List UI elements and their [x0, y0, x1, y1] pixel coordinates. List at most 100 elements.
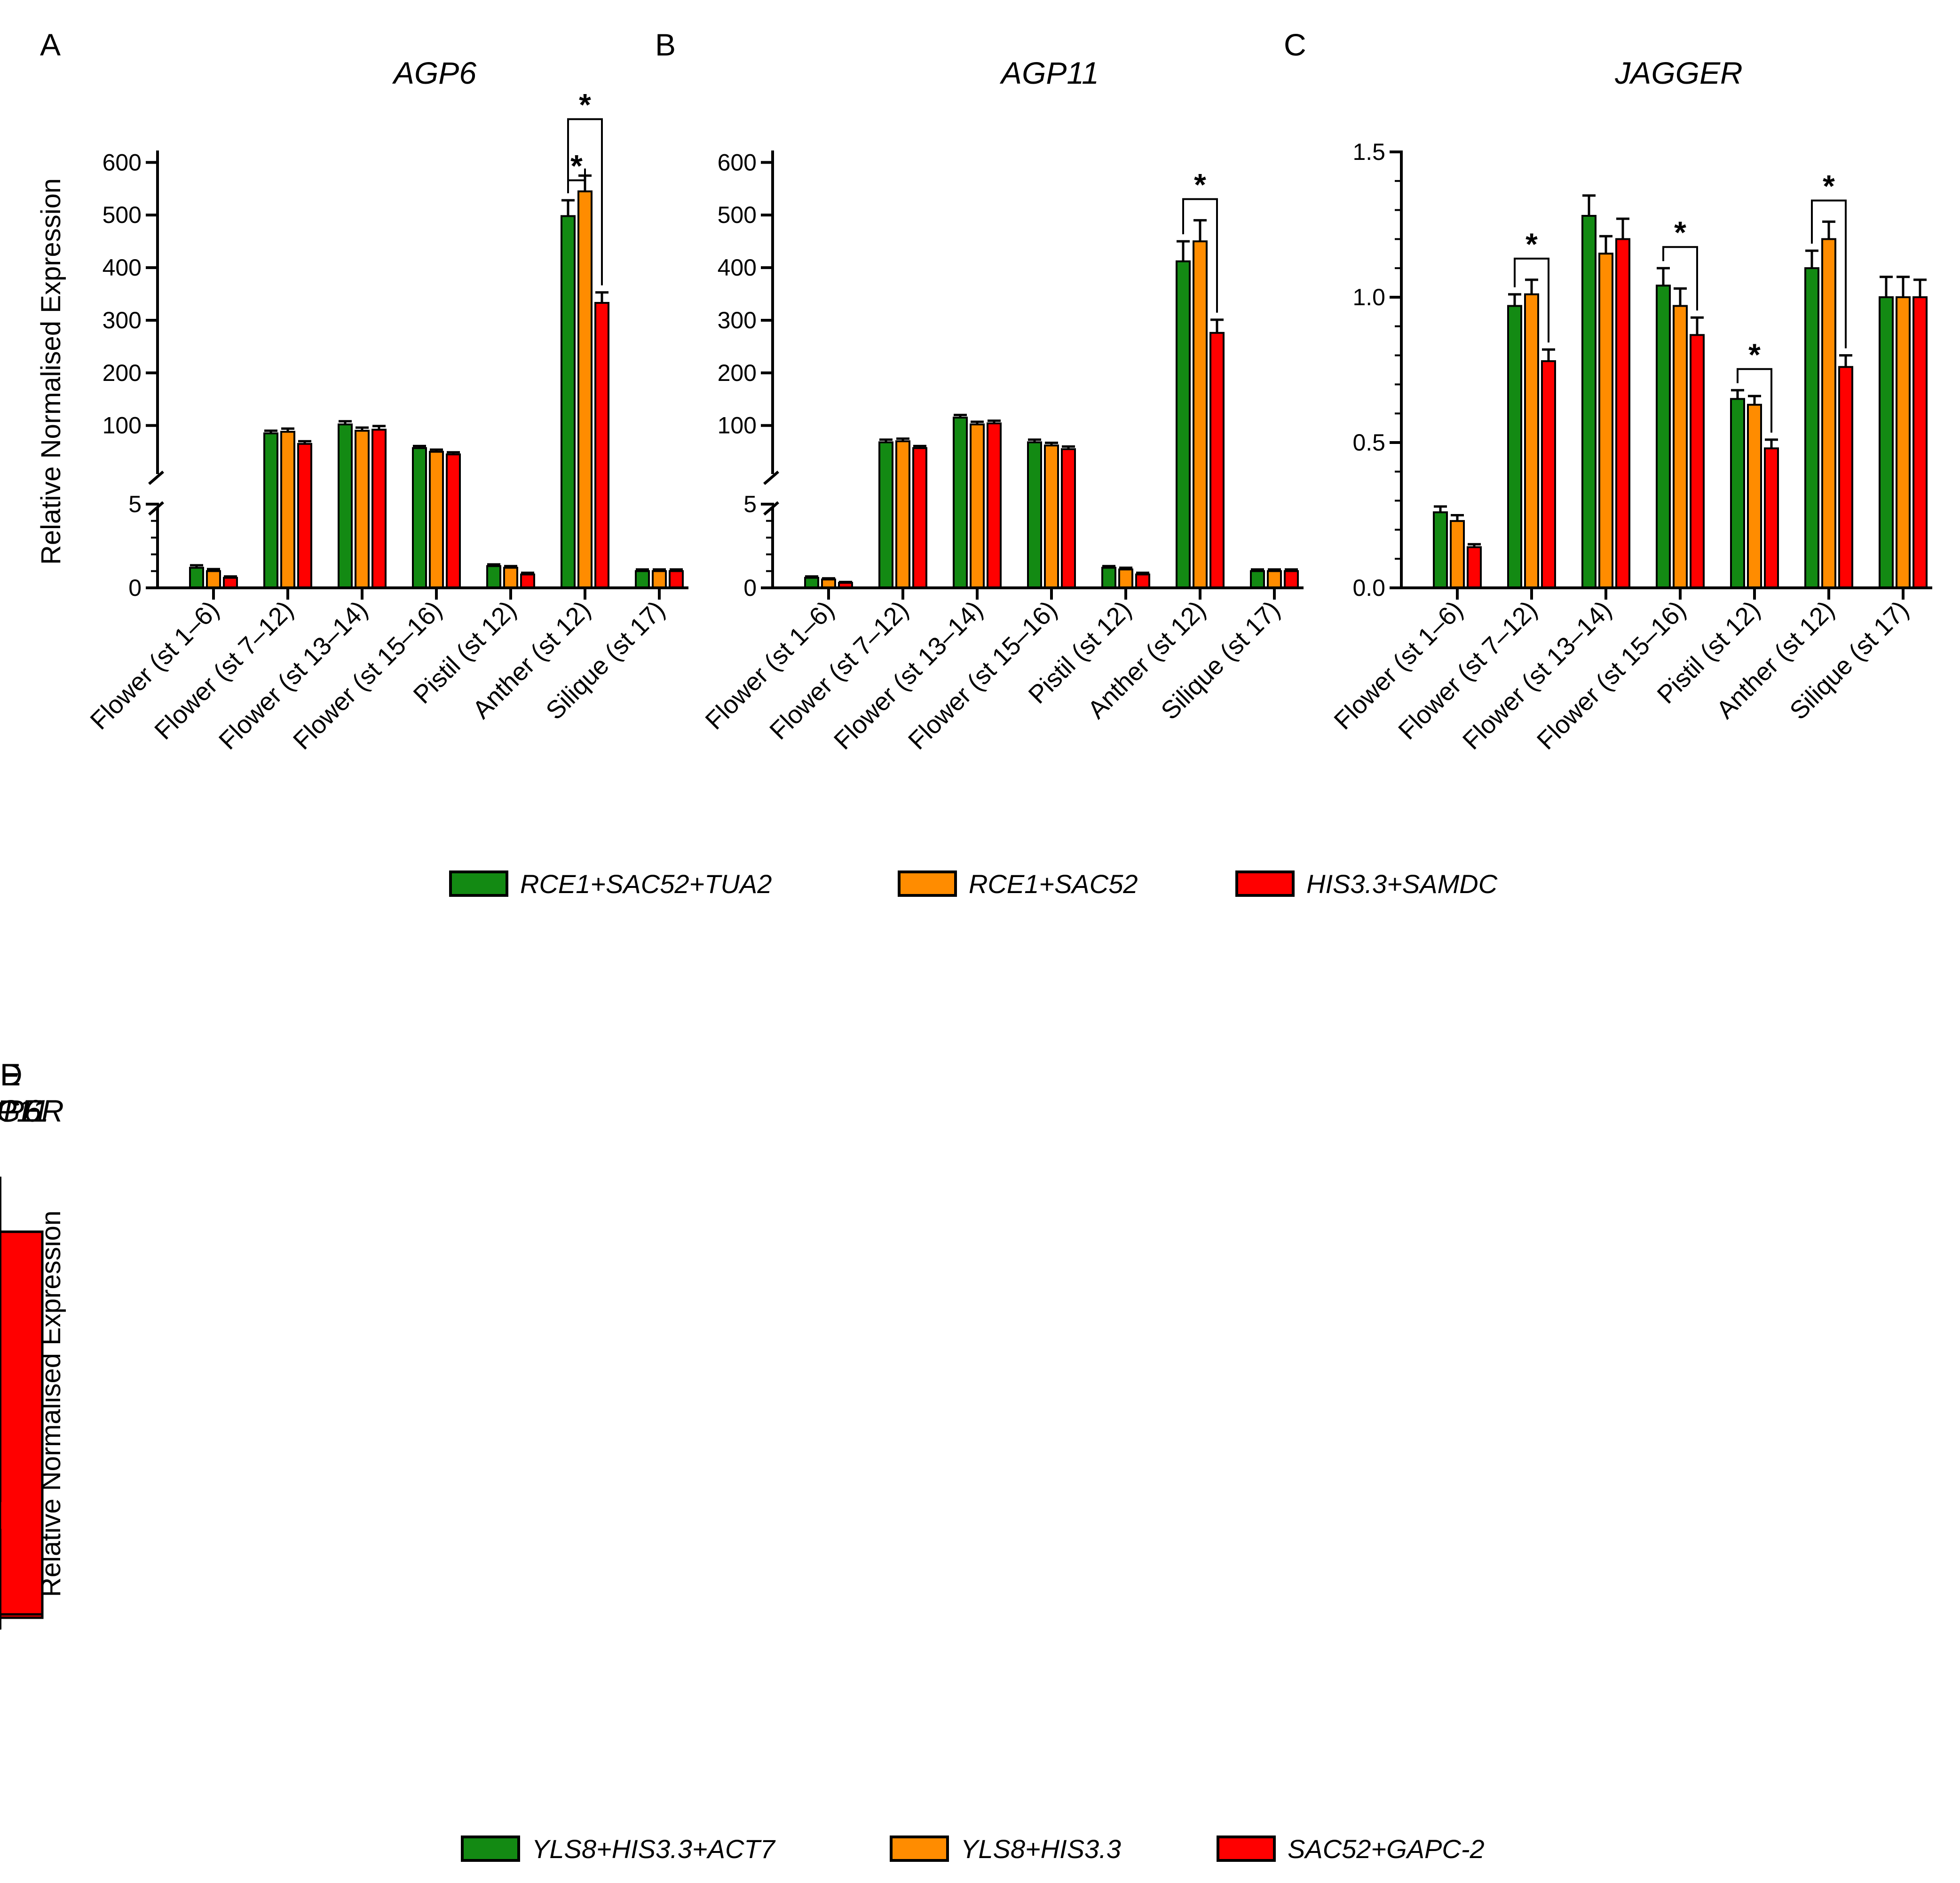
bar	[1118, 568, 1133, 589]
y-tick-label: 200	[103, 360, 142, 386]
y-tick-label: 1.5	[1352, 139, 1385, 165]
x-tick-label: Flower (st 1–6)	[1328, 595, 1468, 735]
bar	[0, 1613, 44, 1619]
significance-star: *	[1525, 227, 1538, 261]
bar	[1507, 305, 1522, 589]
y-tick-label: 1.0	[1352, 284, 1385, 310]
y-tick-label: 5	[128, 491, 142, 517]
bar	[635, 570, 650, 589]
significance-bracket	[1737, 368, 1772, 433]
bar	[1433, 511, 1448, 589]
bar	[1913, 296, 1928, 589]
significance-bracket	[1182, 198, 1218, 313]
bar	[280, 431, 295, 589]
bar	[1804, 267, 1819, 589]
bar	[1656, 285, 1671, 589]
y-tick-label: 300	[718, 307, 757, 333]
legend-label: HIS3.3+SAMDC	[1306, 869, 1498, 899]
bar	[263, 432, 278, 589]
bar	[953, 416, 968, 589]
panel-title: JAGGER	[0, 1093, 64, 1128]
bar	[1193, 240, 1208, 589]
legend-label: SAC52+GAPC-2	[1288, 1834, 1485, 1864]
legend-swatch	[898, 870, 957, 897]
panel-B: 0 5 100 200 300 400 500 600 Flower (st 1–6)Flowe…	[655, 27, 1304, 755]
panel-C: 0.0 0.5 1.0 1.5 Flower (st 1–6)Flower (st 7–…	[1284, 27, 1932, 755]
panel-letter: F	[0, 1057, 19, 1092]
bar	[429, 451, 444, 589]
y-tick-label: 5	[743, 491, 757, 517]
y-tick-label: 0	[743, 575, 757, 601]
bar	[371, 428, 387, 589]
top-legend: RCE1+SAC52+TUA2 RCE1+SAC52 HIS3.3+SAMDC	[449, 869, 1498, 899]
bar	[804, 577, 819, 589]
axis-break-mark	[148, 470, 164, 485]
bar	[1450, 520, 1465, 589]
panel-letter: E	[0, 1057, 21, 1092]
bar	[486, 565, 501, 589]
x-tick-label: Flower (st 7–12)	[149, 595, 299, 745]
bar	[669, 570, 684, 589]
panel-title: AGP11	[0, 1093, 49, 1128]
axis-break-mark	[763, 501, 779, 516]
y-tick-label: 600	[718, 149, 757, 175]
bar	[1250, 570, 1265, 589]
panel-letter: A	[40, 27, 61, 62]
y-tick-label: 300	[103, 307, 142, 333]
x-tick-label: Flower (st 1–6)	[85, 595, 224, 735]
y-tick-label: 500	[718, 202, 757, 228]
significance-bracket	[567, 118, 603, 285]
x-tick-label: Flower (st 7–12)	[1393, 595, 1542, 745]
panel-letter: D	[0, 1057, 23, 1092]
significance-star: *	[1823, 168, 1835, 203]
bar	[1541, 360, 1556, 589]
significance-bracket	[1662, 246, 1698, 311]
panel-A: 0 5 100 200 300 400 500 600 Flower (st 1–6)Flowe…	[36, 27, 688, 755]
bar	[652, 570, 667, 589]
axis-break-mark	[148, 501, 164, 516]
y-tick-label: 400	[718, 254, 757, 281]
bar	[1524, 293, 1539, 589]
bar	[206, 570, 221, 589]
y-tick-label: 0	[128, 575, 142, 601]
bar	[1209, 332, 1225, 589]
significance-star: *	[1674, 215, 1686, 250]
legend-label: RCE1+SAC52+TUA2	[520, 869, 772, 899]
bar	[189, 567, 204, 589]
bottom-legend: YLS8+HIS3.3+ACT7 YLS8+HIS3.3 SAC52+GAPC-2	[461, 1834, 1485, 1864]
significance-star: *	[1194, 167, 1206, 202]
bar	[1615, 238, 1630, 589]
bar	[1176, 260, 1191, 589]
legend-swatch	[890, 1836, 949, 1862]
bar	[1581, 214, 1596, 589]
legend-label: RCE1+SAC52	[969, 869, 1138, 899]
y-tick-label: 0.0	[1352, 575, 1385, 601]
bar	[970, 423, 985, 589]
y-tick-label: 500	[103, 202, 142, 228]
bar	[895, 440, 910, 589]
y-axis-label: Relative Normalised Expression	[36, 178, 66, 565]
panel-title: AGP6	[0, 1093, 41, 1128]
legend-label: YLS8+HIS3.3	[961, 1834, 1121, 1864]
significance-bracket	[1811, 199, 1847, 348]
bar	[1044, 444, 1059, 589]
bar	[912, 447, 927, 589]
panel-title: AGP11	[999, 55, 1099, 90]
bar	[520, 573, 535, 589]
x-tick-label: Flower (st 7–12)	[764, 595, 914, 745]
bar	[561, 215, 576, 589]
bar	[355, 429, 370, 589]
bar	[594, 302, 609, 589]
bar	[1467, 546, 1482, 589]
bar	[1690, 334, 1705, 589]
bar	[1101, 567, 1116, 589]
y-tick-label: 400	[103, 254, 142, 281]
panel-F: 0.000.010.20.40.60.81.01.2wt Col-0jagger…	[0, 1057, 64, 1647]
bar	[1598, 253, 1613, 589]
bar	[1267, 570, 1282, 589]
axis-break-mark	[763, 470, 779, 485]
bar	[1061, 448, 1076, 589]
panel-title: AGP6	[392, 55, 476, 90]
bar	[1730, 398, 1745, 589]
